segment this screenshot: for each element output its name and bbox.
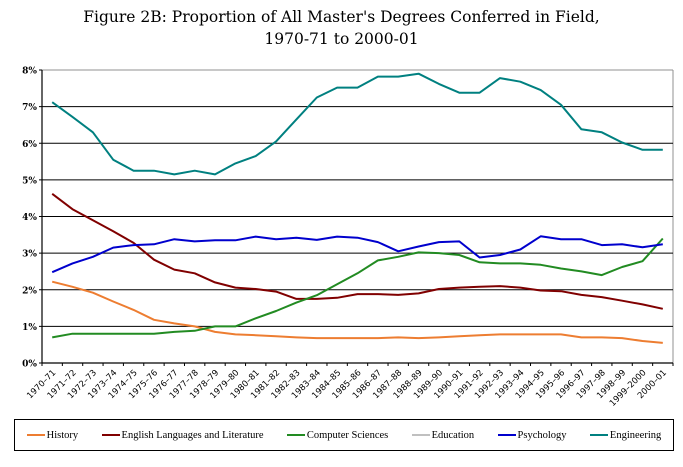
legend-swatch-computer-sciences	[286, 434, 305, 436]
legend-label-education: Education	[431, 429, 475, 441]
legend-label-english: English Languages and Literature	[121, 429, 264, 441]
legend-item-education: Education	[411, 429, 475, 441]
y-tick-label: 1%	[22, 323, 37, 333]
legend-label-history: History	[46, 429, 79, 441]
chart-title-line1: Figure 2B: Proportion of All Master's De…	[83, 8, 600, 26]
y-tick-label: 4%	[22, 213, 37, 223]
x-axis: 1970–711971–721972–731973–741974–751975–…	[25, 362, 674, 409]
legend-label-psychology: Psychology	[517, 429, 567, 441]
legend-item-psychology: Psychology	[497, 429, 567, 441]
series-line-psychology	[51, 235, 663, 274]
legend-item-engineering: Engineering	[589, 429, 662, 441]
legend-swatch-psychology	[497, 434, 516, 436]
legend-item-history: History	[26, 429, 79, 441]
series-line-engineering	[51, 72, 663, 176]
series-line-computer-sciences	[52, 237, 664, 339]
legend-swatch-history	[26, 434, 45, 436]
gridlines	[42, 69, 674, 363]
y-axis: 0% 1% 2% 3% 4% 5% 6% 7% 8%	[22, 67, 43, 370]
legend-swatch-english	[101, 434, 120, 436]
y-tick-label: 8%	[22, 67, 37, 77]
legend-swatch-education	[411, 434, 430, 436]
chart-title: Figure 2B: Proportion of All Master's De…	[0, 6, 683, 50]
legend-label-engineering: Engineering	[609, 429, 662, 441]
legend-swatch-engineering	[589, 434, 608, 436]
legend-label-computer-sciences: Computer Sciences	[306, 429, 389, 441]
series-line-english-languages-and-literature	[51, 193, 664, 310]
chart-title-line2: 1970-71 to 2000-01	[264, 30, 419, 48]
y-tick-label: 3%	[22, 250, 37, 260]
legend-item-computer-sciences: Computer Sciences	[286, 429, 389, 441]
y-tick-label: 2%	[22, 286, 37, 296]
y-tick-label: 7%	[22, 103, 37, 113]
y-tick-label: 5%	[22, 176, 37, 186]
legend-item-english: English Languages and Literature	[101, 429, 264, 441]
legend: History English Languages and Literature…	[14, 419, 674, 451]
series-line-history	[51, 280, 663, 344]
y-tick-label: 0%	[22, 360, 37, 370]
y-tick-label: 6%	[22, 140, 37, 150]
plot-series	[51, 72, 664, 344]
